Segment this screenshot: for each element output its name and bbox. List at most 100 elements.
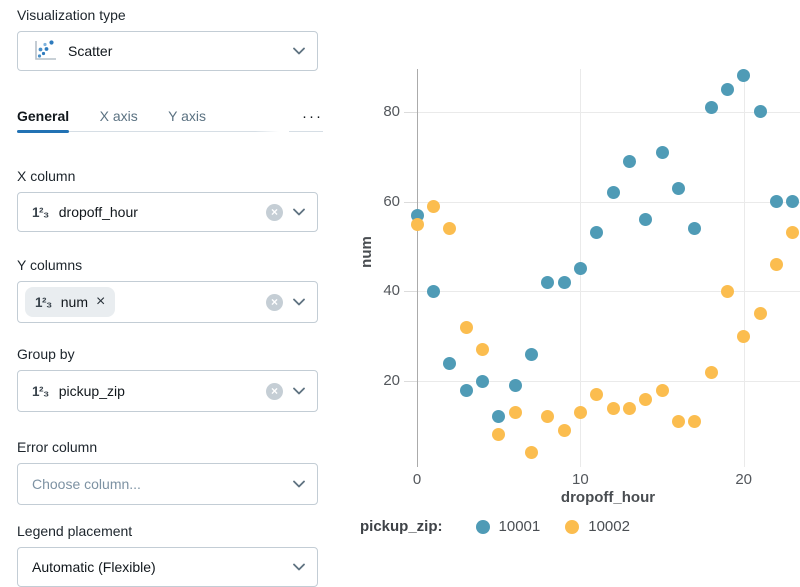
data-point[interactable] bbox=[541, 410, 555, 424]
clear-selection-icon[interactable]: × bbox=[266, 293, 283, 311]
tab-y-axis[interactable]: Y axis bbox=[168, 108, 207, 124]
clear-selection-icon[interactable]: × bbox=[266, 203, 283, 221]
group-by-select[interactable]: 1²₃ pickup_zip × bbox=[17, 370, 318, 412]
data-point[interactable] bbox=[720, 82, 734, 96]
clear-selection-icon[interactable]: × bbox=[266, 382, 283, 400]
tab-overflow-button[interactable]: ··· bbox=[302, 108, 323, 125]
data-point[interactable] bbox=[769, 257, 783, 271]
data-point[interactable] bbox=[508, 379, 522, 392]
legend-marker-icon bbox=[565, 519, 580, 534]
data-point[interactable] bbox=[786, 226, 800, 240]
gridline bbox=[417, 111, 800, 113]
data-point[interactable] bbox=[475, 343, 489, 357]
legend-placement-select[interactable]: Automatic (Flexible) bbox=[17, 547, 318, 587]
data-point[interactable] bbox=[573, 406, 587, 419]
tab-general[interactable]: General bbox=[17, 106, 70, 133]
data-point[interactable] bbox=[688, 221, 702, 235]
data-point[interactable] bbox=[557, 423, 571, 437]
data-point[interactable] bbox=[639, 392, 653, 406]
legend-title: pickup_zip: bbox=[360, 518, 443, 535]
y-column-chip[interactable]: 1²₃ num × bbox=[25, 287, 116, 317]
remove-chip-icon[interactable]: × bbox=[95, 293, 106, 310]
config-panel: Visualization type Scatter General bbox=[0, 0, 340, 587]
data-point[interactable] bbox=[720, 284, 734, 298]
data-point[interactable] bbox=[524, 446, 538, 460]
number-type-icon: 1²₃ bbox=[32, 383, 49, 399]
x-column-select[interactable]: 1²₃ dropoff_hour × bbox=[17, 192, 318, 232]
group-by-label: Group by bbox=[17, 346, 75, 362]
data-point[interactable] bbox=[655, 383, 669, 397]
data-point[interactable] bbox=[704, 365, 718, 379]
data-point[interactable] bbox=[426, 284, 440, 298]
data-point[interactable] bbox=[753, 105, 767, 119]
data-point[interactable] bbox=[704, 100, 718, 114]
data-point[interactable] bbox=[606, 401, 620, 415]
viz-type-select[interactable]: Scatter bbox=[17, 31, 318, 71]
data-point[interactable] bbox=[622, 154, 636, 168]
y-tick-label: 60 bbox=[383, 192, 400, 210]
legend-marker-icon bbox=[475, 519, 490, 534]
data-point[interactable] bbox=[590, 226, 604, 240]
chevron-down-icon bbox=[293, 387, 305, 395]
y-column-chip-value: num bbox=[60, 294, 88, 310]
data-point[interactable] bbox=[590, 388, 604, 401]
legend-item-series-0[interactable]: 10001 bbox=[475, 518, 540, 535]
y-columns-select[interactable]: 1²₃ num × × bbox=[17, 281, 318, 323]
data-point[interactable] bbox=[508, 406, 522, 419]
data-point[interactable] bbox=[492, 428, 506, 442]
x-tick-label: 0 bbox=[412, 471, 422, 488]
data-point[interactable] bbox=[459, 383, 473, 397]
number-type-icon: 1²₃ bbox=[35, 294, 52, 310]
x-column-field: X column 1²₃ dropoff_hour × bbox=[17, 167, 318, 232]
data-point[interactable] bbox=[655, 145, 669, 159]
error-column-placeholder: Choose column... bbox=[32, 476, 141, 492]
error-column-select[interactable]: Choose column... bbox=[17, 463, 318, 505]
data-point[interactable] bbox=[786, 195, 800, 208]
gridline bbox=[743, 69, 745, 467]
data-point[interactable] bbox=[671, 414, 685, 428]
error-column-label: Error column bbox=[17, 439, 98, 455]
data-point[interactable] bbox=[426, 199, 440, 213]
tab-x-axis[interactable]: X axis bbox=[99, 108, 138, 124]
data-point[interactable] bbox=[459, 320, 473, 334]
axis-tick bbox=[404, 111, 417, 113]
x-column-label: X column bbox=[17, 168, 76, 184]
data-point[interactable] bbox=[492, 410, 506, 424]
data-point[interactable] bbox=[524, 347, 538, 361]
axis-tick bbox=[404, 381, 417, 382]
group-by-value: pickup_zip bbox=[58, 383, 125, 399]
gridline bbox=[417, 291, 800, 293]
data-point[interactable] bbox=[557, 275, 571, 289]
gridline bbox=[417, 201, 800, 203]
chevron-down-icon bbox=[293, 298, 305, 306]
data-point[interactable] bbox=[541, 275, 555, 289]
chevron-down-icon bbox=[293, 47, 305, 55]
data-point[interactable] bbox=[573, 262, 587, 276]
viz-type-value: Scatter bbox=[68, 43, 113, 59]
data-point[interactable] bbox=[443, 356, 457, 370]
data-point[interactable] bbox=[410, 217, 424, 231]
data-point[interactable] bbox=[606, 186, 620, 199]
data-point[interactable] bbox=[475, 374, 489, 388]
data-point[interactable] bbox=[737, 69, 751, 83]
legend-placement-label: Legend placement bbox=[17, 523, 133, 539]
data-point[interactable] bbox=[443, 221, 457, 235]
data-point[interactable] bbox=[688, 414, 702, 428]
chevron-down-icon bbox=[293, 480, 305, 488]
chevron-down-icon bbox=[293, 563, 305, 571]
gridline bbox=[417, 381, 800, 382]
y-columns-label: Y columns bbox=[17, 257, 83, 273]
data-point[interactable] bbox=[737, 329, 751, 343]
scatter-chart: 20 40 60 80 0 10 20 num dropoff_hour pickup_zi… bbox=[340, 0, 800, 586]
data-point[interactable] bbox=[671, 181, 685, 195]
legend-item-series-1[interactable]: 10002 bbox=[565, 518, 630, 535]
data-point[interactable] bbox=[753, 307, 767, 321]
data-point[interactable] bbox=[622, 401, 636, 415]
legend-placement-field: Legend placement Automatic (Flexible) bbox=[17, 522, 318, 587]
data-point[interactable] bbox=[769, 195, 783, 208]
y-axis-title: num bbox=[358, 236, 375, 268]
scatter-chart-icon bbox=[32, 40, 58, 62]
tab-bar: General X axis Y axis ··· bbox=[17, 106, 323, 133]
y-tick-label: 80 bbox=[383, 102, 400, 120]
data-point[interactable] bbox=[639, 213, 653, 226]
